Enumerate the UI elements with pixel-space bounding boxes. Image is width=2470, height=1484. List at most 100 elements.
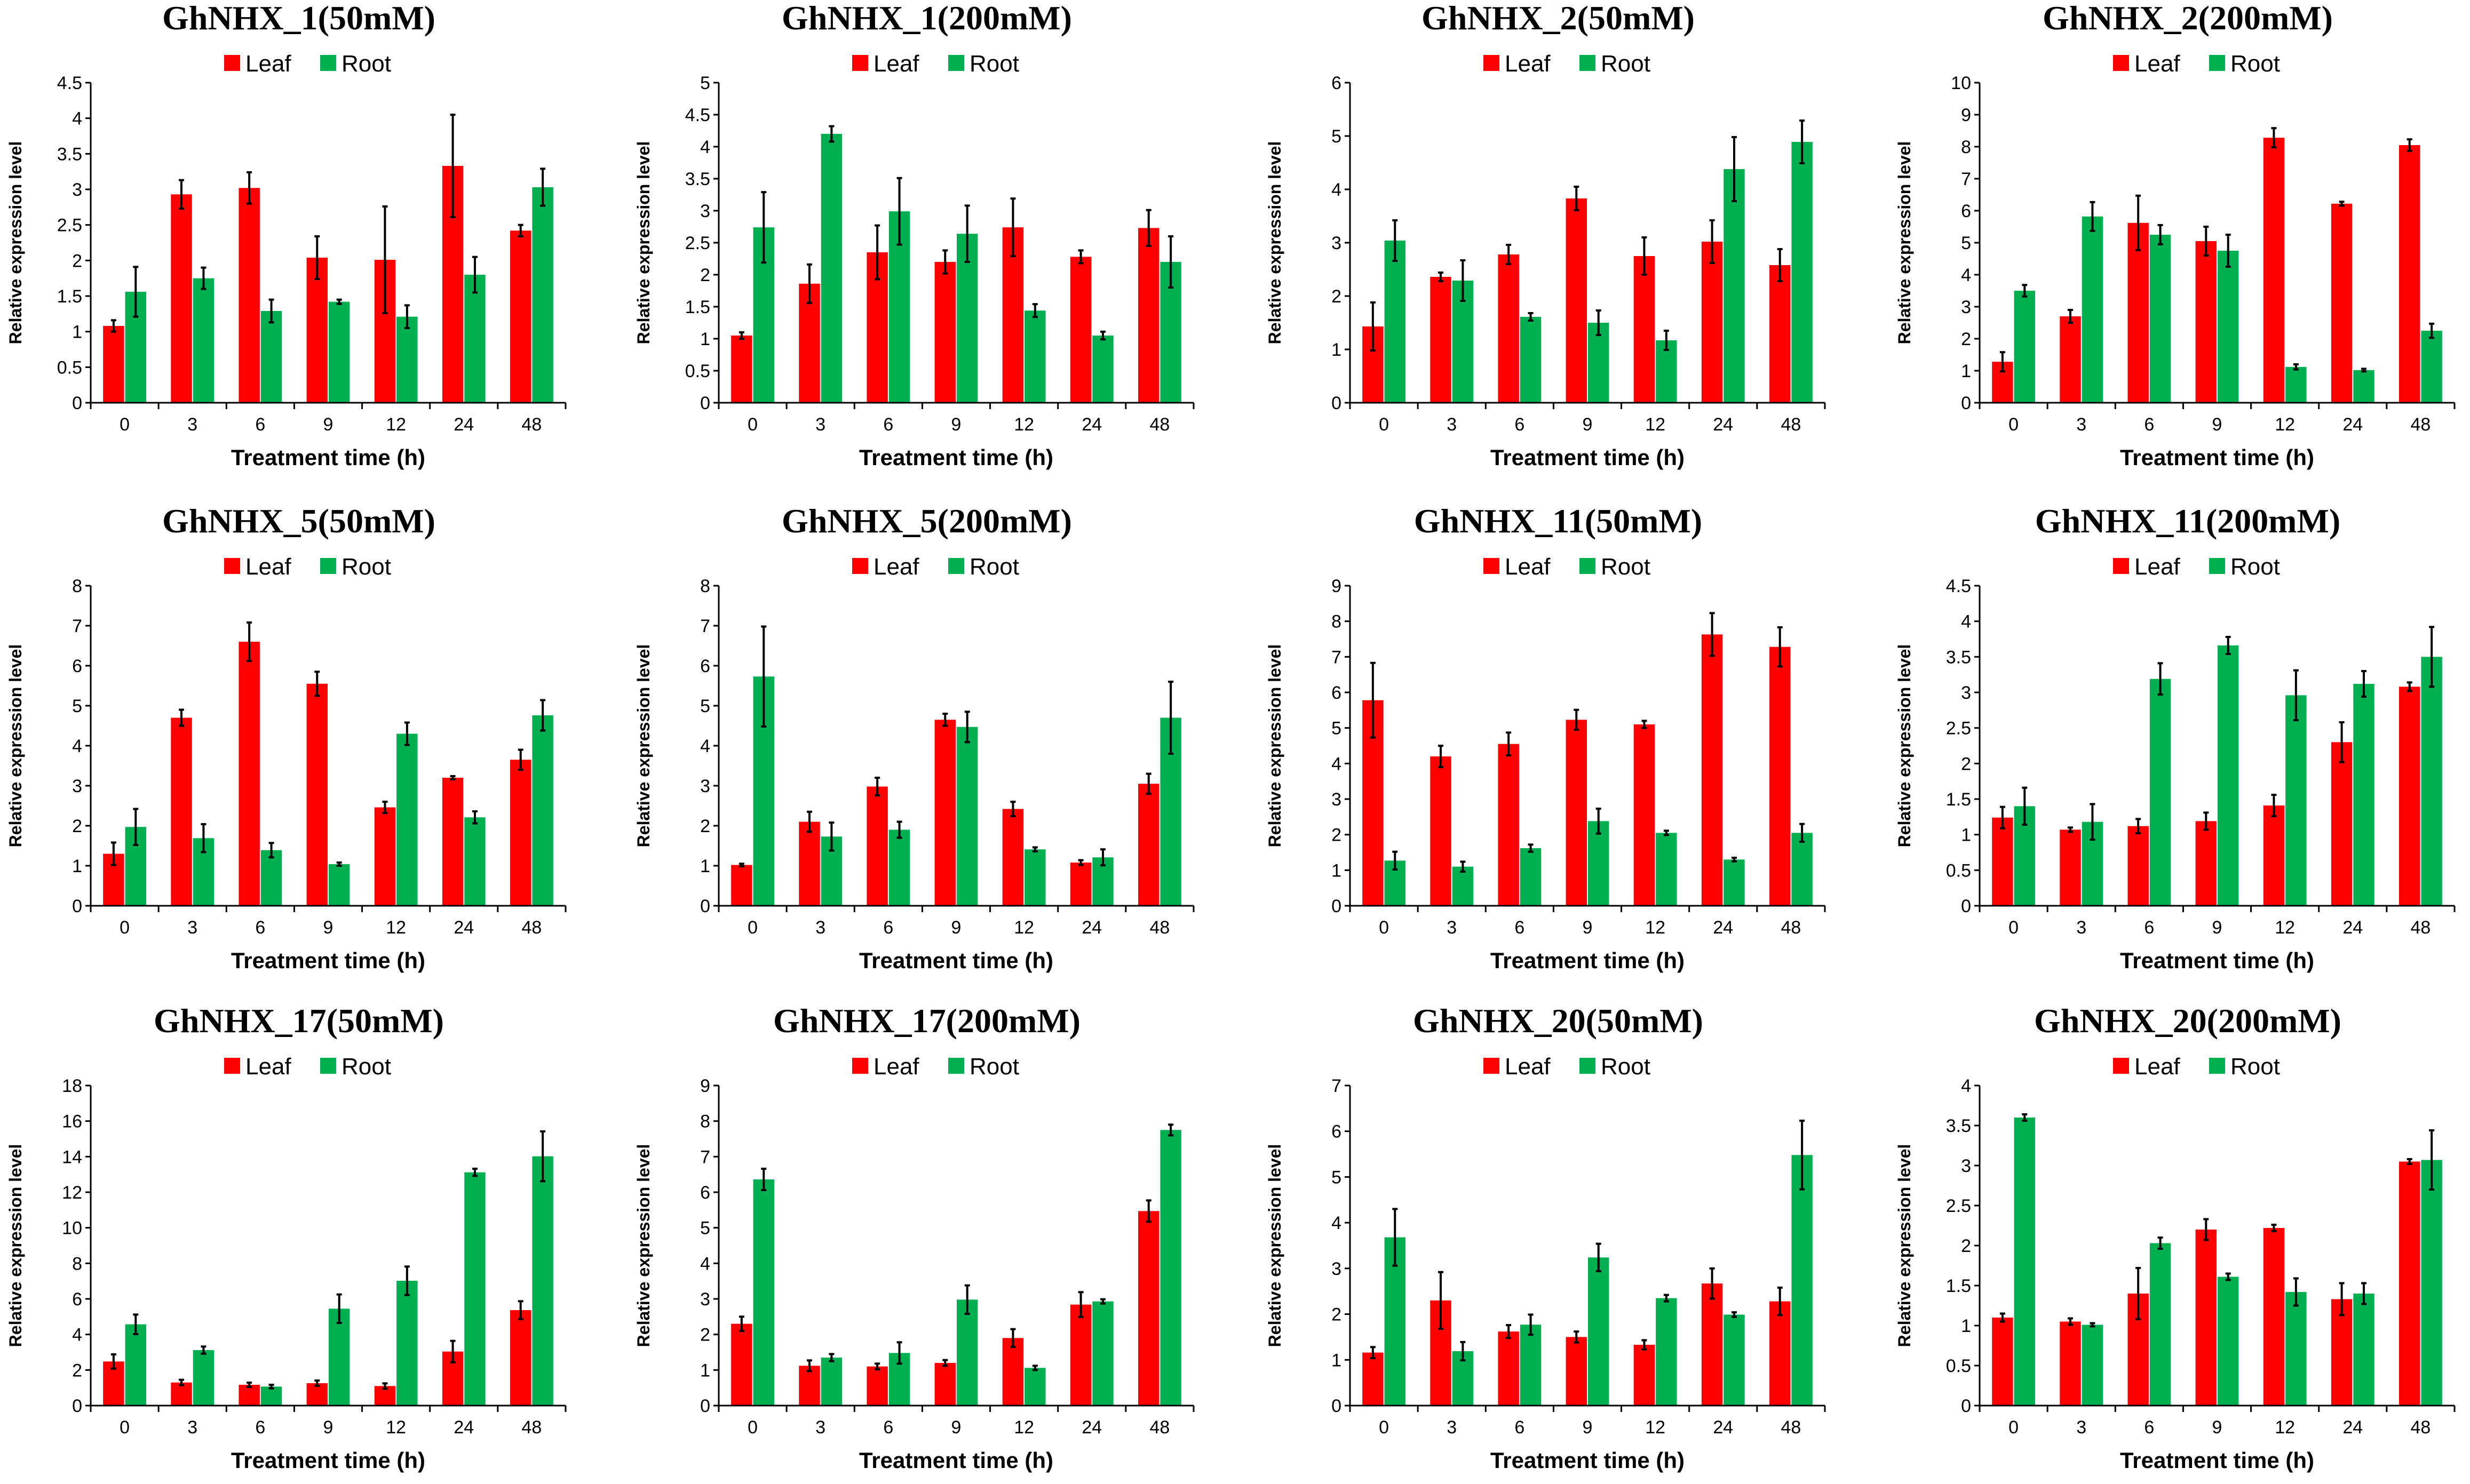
chart-5-ytick-label: 2	[72, 816, 82, 836]
chart-4-root-3h-error-bar	[2090, 201, 2095, 232]
chart-1-root-12h-bar	[396, 316, 418, 403]
chart-5-xtick-label: 48	[522, 917, 542, 938]
chart-8-root-6h-bar	[2149, 679, 2171, 906]
chart-2-xtick-label: 12	[1014, 414, 1034, 435]
chart-11-ytick-label: 1	[1331, 1350, 1341, 1370]
chart-10-root-0h-bar	[753, 1179, 774, 1406]
chart-11-root-0h-error-bar	[1392, 1208, 1398, 1267]
chart-10-leaf-12h-error-bar	[1010, 1328, 1016, 1348]
chart-3-ytick-label: 6	[1331, 73, 1341, 93]
chart-2-leaf-48h-bar	[1138, 228, 1159, 403]
chart-5-leaf-48h-error-bar	[518, 748, 523, 771]
chart-7-root-24h-error-bar	[1731, 857, 1737, 863]
chart-12-leaf-12h-error-bar	[2271, 1224, 2277, 1232]
chart-4-ytick-label: 10	[1951, 73, 1971, 93]
chart-4-xtick-label: 48	[2411, 414, 2431, 435]
chart-4-xtick-label: 9	[2212, 414, 2222, 435]
chart-7-ytick-label: 8	[1331, 612, 1341, 632]
chart-1-root-3h-bar	[193, 278, 215, 403]
chart-7-leaf-12h-bar	[1633, 724, 1655, 906]
chart-9-leaf-9h-error-bar	[314, 1379, 320, 1387]
chart-7-leaf-12h-error-bar	[1641, 720, 1647, 729]
chart-12-ytick-label: 3.5	[1946, 1116, 1971, 1136]
chart-8-xtick-label: 6	[2144, 917, 2154, 938]
chart-1-root-24h-error-bar	[472, 256, 478, 294]
chart-11-xtick-label: 9	[1583, 1417, 1593, 1438]
chart-3-y-axis-label: Relative expression level	[1265, 141, 1284, 345]
chart-1-ytick-label: 2	[72, 251, 82, 271]
chart-5-xtick-label: 9	[323, 917, 333, 938]
chart-11-ytick-label: 4	[1331, 1213, 1341, 1233]
chart-8-legend-root-label: Root	[2230, 554, 2280, 580]
chart-7-ytick-label: 9	[1331, 576, 1341, 596]
chart-9-root-48h-bar	[532, 1156, 553, 1406]
chart-4-xtick-label: 6	[2144, 414, 2154, 435]
chart-4-xtick-label: 12	[2275, 414, 2295, 435]
chart-12-legend-leaf-swatch	[2113, 1058, 2129, 1074]
chart-7-xtick-label: 3	[1447, 917, 1457, 938]
chart-12-leaf-9h-bar	[2195, 1230, 2217, 1406]
chart-9-leaf-6h-error-bar	[247, 1382, 252, 1388]
chart-10-root-3h-bar	[821, 1358, 843, 1406]
chart-2-leaf-9h-bar	[934, 262, 956, 403]
chart-12-ytick-label: 0.5	[1946, 1356, 1971, 1376]
chart-1-xtick-label: 3	[187, 414, 197, 435]
chart-4-ytick-label: 9	[1961, 105, 1971, 125]
chart-7-title: GhNHX_11(50mM)	[1414, 503, 1702, 540]
chart-3-root-12h-error-bar	[1663, 330, 1669, 351]
chart-8-leaf-48h-bar	[2399, 687, 2420, 906]
chart-7-xtick-label: 48	[1781, 917, 1801, 938]
chart-2-root-12h-error-bar	[1032, 303, 1038, 318]
chart-11-xtick-label: 3	[1447, 1417, 1457, 1438]
chart-12-root-0h-bar	[2014, 1118, 2035, 1406]
chart-2-legend-root-swatch	[948, 55, 964, 71]
chart-4-ytick-label: 1	[1961, 361, 1971, 381]
chart-3-legend-root-swatch	[1579, 55, 1595, 71]
chart-8-root-24h-error-bar	[2361, 670, 2366, 698]
chart-11-leaf-24h-error-bar	[1709, 1267, 1715, 1300]
chart-10-leaf-9h-bar	[934, 1363, 956, 1406]
chart-11-ytick-label: 3	[1331, 1259, 1341, 1279]
chart-11-root-12h-bar	[1656, 1298, 1677, 1406]
chart-11-root-9h-bar	[1588, 1257, 1609, 1406]
chart-5-ytick-label: 1	[72, 856, 82, 876]
chart-3-leaf-24h-error-bar	[1709, 219, 1715, 264]
chart-10-xtick-label: 12	[1014, 1417, 1034, 1438]
chart-4-ytick-label: 6	[1961, 201, 1971, 221]
chart-6-legend-root-swatch	[948, 558, 964, 574]
chart-9-legend-root-label: Root	[341, 1054, 391, 1080]
chart-5-leaf-12h-bar	[374, 807, 396, 906]
chart-7-leaf-3h-error-bar	[1438, 745, 1444, 768]
chart-7-legend-leaf-label: Leaf	[1505, 554, 1551, 580]
chart-8-root-3h-error-bar	[2090, 803, 2095, 841]
chart-2: GhNHX_1(200mM) Leaf Root 0 0.5 1 1.5 2 2.5 3 3.5 4 4…	[634, 0, 1195, 470]
chart-6-ytick-label: 8	[700, 576, 710, 596]
chart-9-leaf-48h-bar	[510, 1310, 531, 1406]
chart-7-leaf-48h-error-bar	[1777, 626, 1783, 668]
chart-6-xtick-label: 9	[951, 917, 962, 938]
chart-1-xtick-label: 24	[454, 414, 474, 435]
chart-7-leaf-6h-bar	[1498, 744, 1519, 906]
chart-6-root-48h-error-bar	[1168, 681, 1174, 755]
chart-8-legend-leaf-label: Leaf	[2134, 554, 2180, 580]
chart-5-xtick-label: 6	[255, 917, 265, 938]
chart-2-root-6h-error-bar	[896, 177, 902, 246]
chart-3-root-48h-bar	[1791, 142, 1813, 403]
chart-3-xtick-label: 9	[1583, 414, 1593, 435]
chart-2-y-axis-label: Relative expression level	[634, 141, 653, 345]
chart-7-leaf-3h-bar	[1430, 756, 1451, 906]
chart-11-leaf-3h-error-bar	[1438, 1271, 1444, 1330]
chart-4-ytick-label: 4	[1961, 265, 1971, 285]
chart-4-legend-leaf-swatch	[2113, 55, 2129, 71]
chart-3-leaf-48h-bar	[1769, 265, 1791, 403]
chart-6-leaf-24h-bar	[1070, 863, 1092, 906]
chart-5-legend-root-label: Root	[341, 554, 391, 580]
chart-10-xtick-label: 6	[883, 1417, 893, 1438]
chart-4-legend-leaf-label: Leaf	[2134, 51, 2180, 77]
chart-11-root-3h-error-bar	[1460, 1341, 1466, 1362]
chart-2-legend-root-label: Root	[970, 51, 1019, 77]
